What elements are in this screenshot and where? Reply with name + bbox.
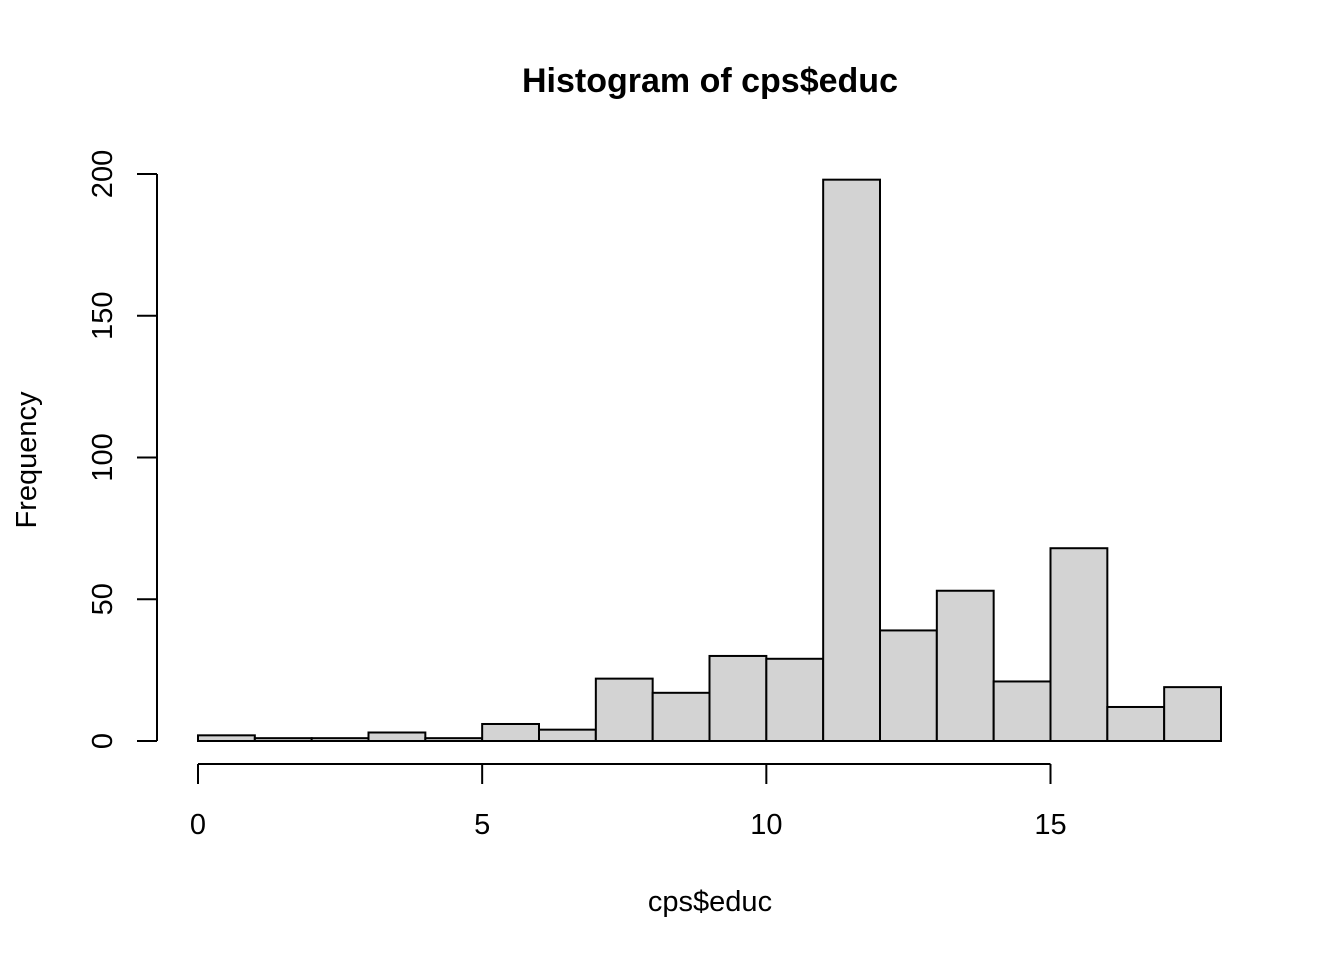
histogram-bar <box>424 737 484 742</box>
histogram-bar <box>253 737 313 742</box>
x-tick-label: 0 <box>190 809 206 841</box>
histogram-bar <box>1163 686 1222 743</box>
x-tick-label: 10 <box>750 809 782 841</box>
histogram-bar <box>708 654 768 743</box>
y-tick-label: 50 <box>87 583 119 615</box>
histogram-bar <box>367 731 427 742</box>
bars-group <box>197 178 1222 743</box>
histogram-bar <box>651 691 711 742</box>
histogram-bar <box>1049 547 1109 742</box>
chart-title: Histogram of cps$educ <box>522 62 898 100</box>
histogram-bar <box>765 657 825 742</box>
histogram-bar <box>879 629 938 742</box>
x-tick-label: 5 <box>474 809 490 841</box>
y-tick-label: 200 <box>87 150 119 198</box>
y-tick-label: 100 <box>87 433 119 481</box>
y-tick-label: 0 <box>87 733 119 749</box>
histogram-bar <box>538 728 597 742</box>
histogram-bar <box>197 734 256 743</box>
histogram-bar <box>1106 705 1166 742</box>
x-axis-label: cps$educ <box>648 886 772 918</box>
histogram-bar <box>481 722 540 742</box>
histogram-bar <box>594 677 654 743</box>
x-tick-label: 15 <box>1034 809 1066 841</box>
x-axis: 0 5 10 15 <box>190 763 1067 841</box>
histogram-bar <box>310 737 370 742</box>
y-axis: 0 50 100 150 200 <box>87 150 158 749</box>
histogram-bar <box>992 680 1052 743</box>
y-tick-label: 150 <box>87 292 119 340</box>
histogram-bar <box>935 589 995 742</box>
histogram-bar <box>822 178 882 743</box>
y-axis-label: Frequency <box>11 391 43 529</box>
